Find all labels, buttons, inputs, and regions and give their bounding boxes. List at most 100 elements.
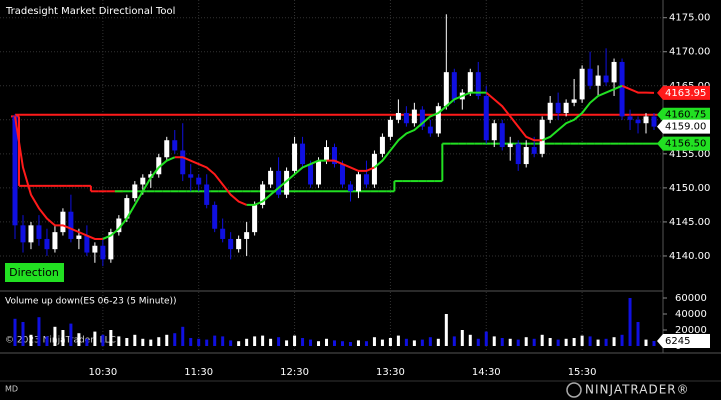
- x-tick-label: 15:30: [568, 367, 597, 378]
- volume-bar: [101, 334, 105, 346]
- price-marker-label: 4156.50: [665, 139, 706, 150]
- candle-body: [220, 228, 226, 239]
- volume-bar: [309, 339, 313, 346]
- volume-bar: [253, 336, 257, 346]
- candle-body: [483, 95, 489, 141]
- volume-bar: [325, 338, 329, 346]
- x-tick-label: 11:30: [184, 367, 213, 378]
- volume-bar: [37, 317, 41, 346]
- candle-body: [491, 123, 497, 141]
- volume-title: Volume up down(ES 06-23 (5 Minute)): [5, 297, 177, 307]
- volume-tick-label: 60000: [675, 293, 707, 304]
- volume-bar: [237, 341, 241, 346]
- ma-line: [14, 116, 103, 240]
- volume-bar: [484, 331, 488, 346]
- candle-body: [427, 126, 433, 134]
- volume-bar: [580, 335, 584, 346]
- ma-line: [246, 159, 327, 206]
- candle-body: [52, 232, 58, 250]
- candle-body: [252, 204, 258, 233]
- volume-bar: [500, 338, 504, 346]
- candle-body: [204, 184, 210, 205]
- candle-body: [188, 174, 194, 178]
- volume-bar: [436, 338, 440, 346]
- volume-bar: [620, 334, 624, 346]
- volume-bar: [388, 338, 392, 346]
- volume-bar: [444, 314, 448, 346]
- volume-bar: [396, 335, 400, 346]
- x-tick-label: 12:30: [280, 367, 309, 378]
- volume-bar: [109, 330, 113, 346]
- volume-bar: [636, 322, 640, 346]
- candle-body: [292, 143, 298, 171]
- volume-bar: [261, 335, 265, 346]
- volume-bar: [428, 337, 432, 346]
- candle-body: [316, 160, 322, 185]
- volume-bar: [524, 337, 528, 346]
- volume-bar: [245, 338, 249, 346]
- volume-bar: [572, 338, 576, 346]
- ma-line: [174, 156, 248, 206]
- candle-body: [555, 102, 561, 114]
- direction-box: [5, 263, 64, 282]
- volume-bar: [596, 339, 600, 346]
- volume-marker: [657, 334, 710, 349]
- candle-body: [523, 147, 529, 165]
- volume-bar: [269, 338, 273, 346]
- volume-bar: [213, 335, 217, 346]
- price-marker: [657, 119, 710, 134]
- price-marker: [657, 85, 710, 100]
- candle-body: [507, 143, 513, 148]
- candle-body: [180, 150, 186, 175]
- candle-body: [627, 116, 633, 120]
- ma-line: [541, 84, 623, 142]
- volume-bar: [420, 339, 424, 346]
- candle-body: [116, 218, 122, 233]
- candle-body: [547, 102, 553, 120]
- candle-body: [419, 109, 425, 127]
- volume-bar: [125, 338, 129, 346]
- volume-bar: [85, 338, 89, 346]
- x-tick-label: 10:30: [88, 367, 117, 378]
- volume-marker-label: 6245: [665, 336, 690, 347]
- price-marker-label: 4160.75: [665, 110, 706, 121]
- candle-body: [172, 140, 178, 151]
- price-marker: [657, 107, 710, 122]
- candle-body: [467, 72, 473, 93]
- candle-body: [140, 177, 146, 185]
- volume-bar: [61, 330, 65, 346]
- y-tick-label: 4150.00: [669, 183, 710, 194]
- volume-bar: [652, 341, 656, 346]
- candle-body: [148, 174, 154, 178]
- volume-bar: [45, 336, 49, 346]
- candle-body: [236, 238, 242, 250]
- candle-body: [563, 102, 569, 114]
- candle-body: [332, 147, 337, 165]
- volume-bar: [301, 338, 305, 346]
- price-marker-label: 4159.00: [665, 122, 706, 133]
- candle-body: [84, 235, 90, 253]
- volume-bar: [540, 334, 544, 346]
- volume-bar: [189, 338, 193, 346]
- candle-body: [196, 177, 202, 185]
- candle-body: [571, 99, 577, 103]
- candle-body: [619, 61, 625, 117]
- volume-bar: [516, 339, 520, 346]
- candle-body: [44, 238, 50, 250]
- candle-body: [276, 170, 282, 195]
- ma-line: [102, 156, 176, 240]
- volume-bar: [372, 337, 376, 346]
- status-text: MD: [5, 385, 18, 394]
- volume-bar: [340, 341, 344, 346]
- candle-body: [12, 116, 18, 226]
- volume-bar: [285, 340, 289, 346]
- volume-tick-label: 40000: [675, 309, 707, 320]
- volume-bar: [205, 339, 209, 346]
- direction-label: Direction: [9, 266, 59, 279]
- y-tick-label: 4175.00: [669, 13, 710, 24]
- candle-body: [92, 245, 98, 253]
- candle-body: [499, 123, 505, 148]
- candle-body: [515, 143, 521, 165]
- volume-bar: [492, 336, 496, 346]
- volume-bar: [452, 336, 456, 346]
